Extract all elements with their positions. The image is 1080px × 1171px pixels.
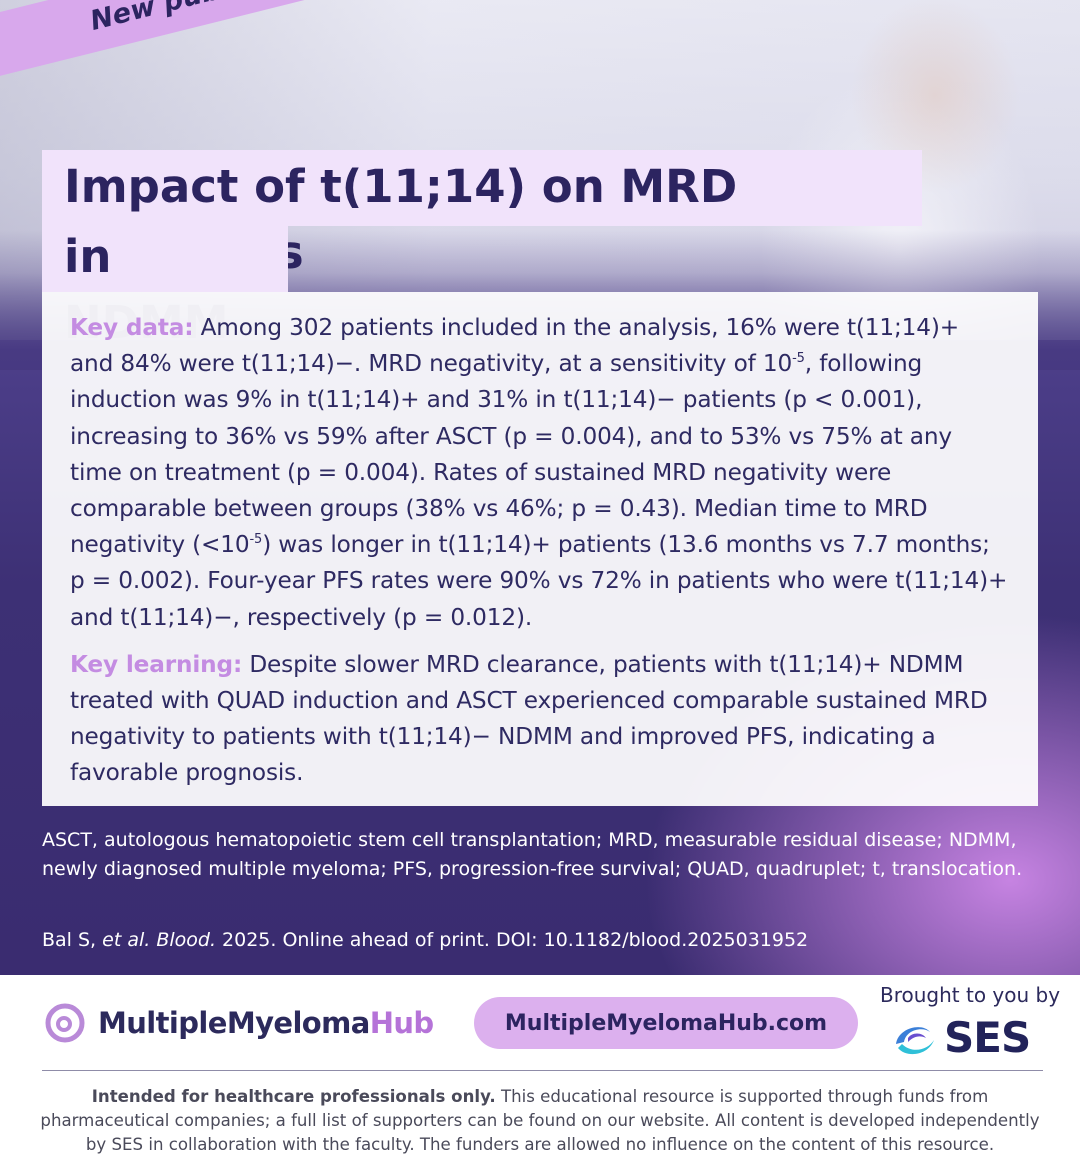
key-data-sup-2: -5 [249, 532, 263, 548]
abbreviations: ASCT, autologous hematopoietic stem cell… [42, 829, 1023, 880]
brought-to-you-by: Brought to you by [880, 983, 1061, 1007]
title-line-2: in NDMM [42, 222, 288, 349]
ses-wordmark: SES [944, 1013, 1031, 1062]
title-line-1: Impact of t(11;14) on MRD dynamics [42, 150, 922, 279]
key-data-sup-1: -5 [792, 351, 805, 367]
summary-card: Key data: Among 302 patients included in… [42, 292, 1038, 806]
ref-etal: et al. [102, 929, 151, 951]
key-learning-paragraph: Key learning: Despite slower MRD clearan… [70, 647, 1008, 792]
key-data-label: Key data: [70, 314, 194, 341]
footer-divider [42, 1070, 1043, 1071]
key-learning-label: Key learning: [70, 650, 243, 678]
disclaimer-text: This educational resource is supported t… [40, 1087, 1040, 1154]
disclaimer-bold: Intended for healthcare professionals on… [91, 1087, 496, 1106]
logo-main: MultipleMyeloma [98, 1006, 370, 1040]
key-learning-text: Despite slower MRD clearance, patients w… [70, 650, 988, 787]
logo-hub: Hub [369, 1006, 434, 1040]
key-data-paragraph: Key data: Among 302 patients included in… [70, 310, 1008, 636]
logo-wordmark: MultipleMyelomaHub [98, 1006, 434, 1040]
hub-ring-icon [45, 1003, 85, 1043]
website-link[interactable]: MultipleMyelomaHub.com [474, 997, 858, 1049]
key-data-text-3: ) was longer in t(11;14)+ patients (13.6… [70, 531, 1008, 631]
ses-swirl-icon [896, 1026, 934, 1054]
ses-logo[interactable]: SES [888, 1013, 1031, 1062]
multiple-myeloma-hub-logo[interactable]: MultipleMyelomaHub [42, 1001, 434, 1045]
key-data-text-2: , following induction was 9% in t(11;14)… [70, 350, 952, 559]
key-data-text-1: Among 302 patients included in the analy… [70, 314, 960, 378]
ref-journal: Blood. [150, 929, 216, 951]
ref-rest: 2025. Online ahead of print. DOI: 10.118… [215, 929, 809, 951]
reference: Bal S, et al. Blood. 2025. Online ahead … [42, 926, 1032, 955]
disclaimer: Intended for healthcare professionals on… [30, 1085, 1050, 1157]
hero-background: New publication Impact of t(11;14) on MR… [0, 0, 1080, 975]
ref-authors: Bal S, [42, 929, 103, 951]
